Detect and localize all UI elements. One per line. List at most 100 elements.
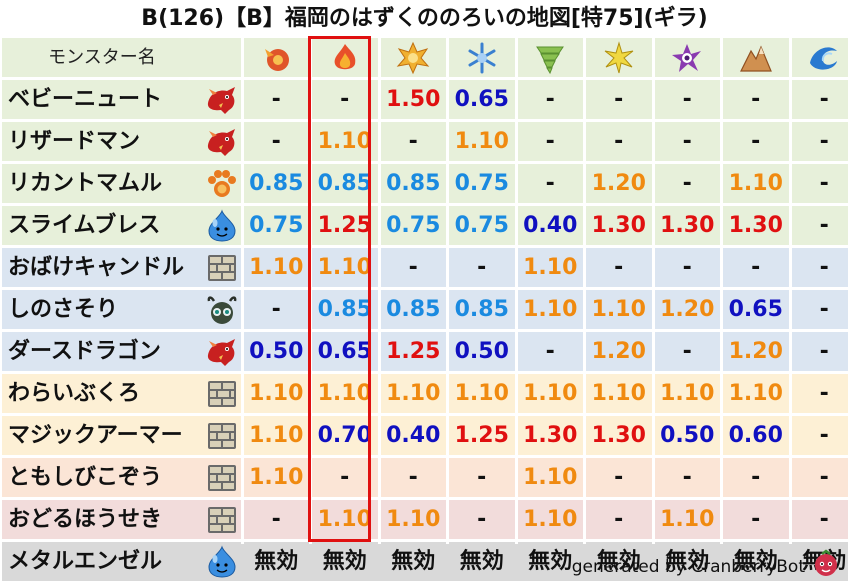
resistance-value: 0.75 <box>454 171 509 196</box>
resistance-value: - <box>271 297 281 322</box>
resistance-value: - <box>682 129 692 154</box>
resistance-value: 1.10 <box>523 507 578 532</box>
resistance-value: - <box>751 465 761 490</box>
resistance-value: 無効 <box>459 549 504 574</box>
monster-name: リザードマン <box>8 129 141 154</box>
paw-icon <box>208 170 236 197</box>
resistance-value: 1.10 <box>317 507 372 532</box>
resistance-value: - <box>545 129 555 154</box>
resistance-value: - <box>751 87 761 112</box>
column-header-name: モンスター名 <box>48 47 156 68</box>
resistance-value: - <box>819 213 829 238</box>
resistance-value: 0.85 <box>249 171 304 196</box>
resistance-value: 0.85 <box>454 297 509 322</box>
column-divider <box>309 38 312 544</box>
monster-name: わらいぶくろ <box>8 381 141 406</box>
tornado-icon <box>536 46 564 75</box>
resistance-value: 0.85 <box>386 171 441 196</box>
lightning-icon <box>604 41 633 74</box>
row-divider <box>2 119 848 122</box>
resistance-value: - <box>819 87 829 112</box>
resistance-value: - <box>545 171 555 196</box>
resistance-value: 1.10 <box>386 507 441 532</box>
resistance-value: 0.50 <box>660 423 715 448</box>
monster-name: メタルエンゼル <box>8 549 163 574</box>
brick-icon <box>208 507 236 533</box>
resistance-value: 1.25 <box>317 213 372 238</box>
table-row: おどるほうせき - 1.10 1.10 - 1.10 - 1.10 - - <box>2 500 848 539</box>
resistance-value: - <box>614 87 624 112</box>
monster-name: おどるほうせき <box>8 507 163 532</box>
resistance-value: 1.10 <box>728 171 783 196</box>
table-row: メタルエンゼル無効無効無効無効無効無効無効無効無効 <box>2 542 848 581</box>
resistance-value: 0.70 <box>317 423 372 448</box>
resistance-value: 1.20 <box>591 339 646 364</box>
column-divider <box>651 38 655 544</box>
column-divider <box>446 38 449 544</box>
resistance-value: 0.85 <box>317 171 372 196</box>
water-wave-icon <box>810 47 837 70</box>
resistance-value: 無効 <box>254 549 299 574</box>
monster-name: しのさそり <box>8 297 119 322</box>
resistance-value: 1.10 <box>523 381 578 406</box>
resistance-value: - <box>819 423 829 448</box>
resistance-value: 1.10 <box>249 465 304 490</box>
resistance-value: 1.20 <box>591 171 646 196</box>
monster-name: スライムブレス <box>8 213 161 238</box>
red-dragon-icon <box>207 87 235 114</box>
flame-icon <box>334 44 355 70</box>
monster-name: リカントマムル <box>8 171 163 196</box>
table-row: ベビーニュート - - 1.50 0.65 - - - - - <box>2 80 848 119</box>
row-divider <box>2 329 848 332</box>
fire-orb-icon <box>265 49 289 71</box>
resistance-value: - <box>408 465 418 490</box>
table-row: スライムブレス 0.75 1.25 0.75 0.75 0.40 1.30 1.30 1.30 - <box>2 206 848 245</box>
resistance-value: - <box>271 87 281 112</box>
brick-icon <box>208 465 236 491</box>
resistance-value: 0.50 <box>454 339 509 364</box>
row-divider <box>2 77 848 80</box>
page-title: B(126)【B】福岡のはずくののろいの地図[特75](ギラ) <box>141 6 708 31</box>
row-divider <box>2 413 848 416</box>
resistance-value: - <box>819 465 829 490</box>
monster-name: ダースドラゴン <box>8 339 161 364</box>
resistance-value: - <box>682 465 692 490</box>
resistance-value: - <box>819 171 829 196</box>
column-divider <box>583 38 586 544</box>
resistance-value: - <box>819 297 829 322</box>
bug-icon <box>207 296 237 324</box>
explosion-icon <box>396 41 430 75</box>
table-row: ダースドラゴン 0.50 0.65 1.25 0.50 - 1.20 - 1.20 - <box>2 332 848 371</box>
resistance-value: 0.65 <box>454 87 509 112</box>
table-header-row: モンスター名 <box>2 38 848 77</box>
slime-icon <box>208 209 236 242</box>
column-divider <box>788 38 792 544</box>
monster-name: マジックアーマー <box>8 423 183 448</box>
resistance-value: 1.10 <box>523 465 578 490</box>
red-dragon-icon <box>207 339 235 366</box>
resistance-value: - <box>614 465 624 490</box>
row-divider <box>2 371 848 374</box>
resistance-value: - <box>751 255 761 280</box>
resistance-value: 1.10 <box>386 381 441 406</box>
resistance-value: - <box>271 129 281 154</box>
table-row: ともしびこぞう 1.10 - - - 1.10 - - - - <box>2 458 848 497</box>
resistance-value: 1.10 <box>317 129 372 154</box>
resistance-value: 1.10 <box>523 297 578 322</box>
resistance-value: 1.10 <box>660 507 715 532</box>
cranberry-bot-icon <box>815 549 837 576</box>
row-divider <box>2 161 848 164</box>
resistance-value: 0.65 <box>728 297 783 322</box>
resistance-value: 0.75 <box>249 213 304 238</box>
resistance-value: 1.10 <box>317 255 372 280</box>
column-divider <box>377 38 381 544</box>
resistance-value: - <box>751 507 761 532</box>
resistance-value: - <box>819 255 829 280</box>
monster-name: ベビーニュート <box>8 87 163 112</box>
slime-icon <box>208 545 236 578</box>
brick-icon <box>208 423 236 449</box>
resistance-value: 1.50 <box>386 87 441 112</box>
resistance-value: 0.60 <box>728 423 783 448</box>
monster-name: ともしびこぞう <box>8 465 163 490</box>
resistance-value: 1.20 <box>660 297 715 322</box>
